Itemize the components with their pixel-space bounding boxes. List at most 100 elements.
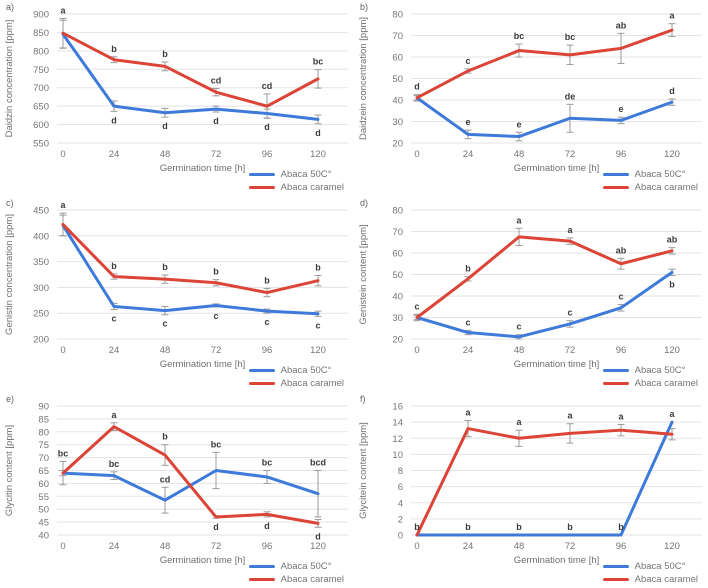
y-tick-label: 550 [33, 139, 49, 150]
significance-letter: c [465, 317, 470, 327]
y-tick-label: 55 [38, 492, 49, 503]
x-tick-label: 48 [514, 345, 525, 356]
significance-letter: bc [565, 32, 576, 42]
y-tick-label: 30 [392, 117, 403, 128]
significance-letter: b [213, 267, 219, 277]
legend-label-abaca-50c: Abaca 50C° [280, 169, 332, 180]
legend-line-red-icon [602, 578, 629, 581]
x-tick-label: 72 [211, 345, 222, 356]
y-tick-label: 80 [392, 206, 403, 217]
y-tick-label: 300 [33, 283, 49, 294]
y-axis-title: Glycitein content [ppm] [358, 422, 369, 519]
significance-letter: d [264, 521, 270, 531]
y-tick-label: 50 [392, 74, 403, 85]
legend-label-abaca-caramel: Abaca caramel [634, 378, 698, 389]
y-tick-label: 750 [33, 65, 49, 76]
y-tick-label: 90 [38, 402, 49, 413]
panel-label-d: d) [360, 198, 369, 208]
y-tick-label: 50 [392, 270, 403, 281]
x-tick-label: 120 [664, 541, 680, 552]
series-line [415, 270, 674, 339]
panel-a: a) 550 600 650 700 750 800 850 900 0 24 48 72 96 120 G… [0, 0, 354, 196]
legend-item-abaca-50c: Abaca 50C° [602, 169, 698, 180]
y-tick-label: 0 [398, 531, 403, 542]
legend-label-abaca-50c: Abaca 50C° [280, 561, 332, 572]
legend-item-abaca-caramel: Abaca caramel [602, 378, 698, 389]
x-tick-label: 48 [514, 149, 525, 160]
legend-item-abaca-caramel: Abaca caramel [602, 182, 698, 193]
significance-letter: c [111, 314, 116, 324]
y-tick-label: 4 [398, 498, 403, 509]
y-tick-label: 70 [392, 31, 403, 42]
significance-letter: c [567, 308, 572, 318]
x-tick-label: 120 [310, 345, 326, 356]
y-tick-label: 70 [38, 453, 49, 464]
y-tick-label: 60 [392, 249, 403, 260]
x-tick-label: 120 [310, 541, 326, 552]
legend: Abaca 50C° Abaca caramel [602, 169, 698, 193]
significance-letter: d [213, 116, 219, 126]
legend-item-abaca-50c: Abaca 50C° [248, 561, 344, 572]
significance-letter: b [465, 264, 471, 274]
legend-label-abaca-50c: Abaca 50C° [634, 561, 686, 572]
series-line [415, 427, 674, 537]
legend-line-red-icon [248, 186, 275, 189]
y-tick-label: 75 [38, 440, 49, 451]
y-tick-label: 850 [33, 28, 49, 39]
legend-item-abaca-caramel: Abaca caramel [248, 182, 344, 193]
legend-label-abaca-caramel: Abaca caramel [634, 574, 698, 585]
x-tick-label: 96 [616, 345, 627, 356]
y-tick-label: 40 [38, 531, 49, 542]
significance-letter: b [162, 262, 168, 272]
series-line [61, 222, 320, 295]
legend-item-abaca-50c: Abaca 50C° [248, 365, 344, 376]
significance-letter: b [465, 522, 471, 532]
x-tick-label: 120 [310, 149, 326, 160]
series-line [61, 223, 320, 316]
y-tick-label: 50 [38, 505, 49, 516]
panel-label-a: a) [6, 2, 15, 12]
significance-letter: a [465, 408, 471, 418]
x-tick-label: 24 [463, 345, 474, 356]
significance-letter: c [465, 56, 470, 66]
x-tick-label: 0 [60, 149, 65, 160]
y-tick-label: 80 [392, 10, 403, 21]
y-tick-label: 14 [392, 418, 403, 429]
significance-letter: cd [160, 474, 171, 484]
x-tick-label: 72 [565, 541, 576, 552]
significance-letter: b [111, 44, 117, 54]
significance-letter: b [567, 522, 573, 532]
legend-line-blue-icon [602, 173, 629, 176]
significance-letter: d [315, 531, 321, 541]
y-axis-title: Daidzin concentration [ppm] [4, 20, 15, 138]
chart-canvas-c: 200 250 300 350 400 450 0 24 48 72 96 120 Germinatio… [4, 200, 348, 370]
y-tick-label: 900 [33, 10, 49, 21]
y-tick-label: 20 [392, 335, 403, 346]
y-tick-label: 12 [392, 434, 403, 445]
legend-label-abaca-caramel: Abaca caramel [280, 182, 344, 193]
y-axis-title: Genistin concentration [ppm] [4, 214, 15, 335]
legend-line-blue-icon [602, 565, 629, 568]
significance-letter: a [618, 412, 624, 422]
x-tick-label: 96 [262, 149, 273, 160]
significance-letter: bc [514, 31, 525, 41]
significance-letter: d [213, 522, 219, 532]
legend: Abaca 50C° Abaca caramel [248, 365, 344, 389]
x-axis-title: Germination time [h] [514, 555, 600, 566]
x-axis-title: Germination time [h] [160, 359, 246, 370]
panel-label-f: f) [360, 394, 366, 404]
x-axis-title: Germination time [h] [514, 163, 600, 174]
x-tick-label: 72 [565, 345, 576, 356]
significance-letter: d [315, 128, 321, 138]
legend-line-red-icon [248, 382, 275, 385]
y-tick-label: 800 [33, 46, 49, 57]
significance-letter: a [567, 411, 573, 421]
legend-item-abaca-50c: Abaca 50C° [248, 169, 344, 180]
significance-letter: b [162, 49, 168, 59]
x-tick-label: 0 [60, 541, 65, 552]
x-tick-label: 48 [160, 149, 171, 160]
x-tick-label: 48 [514, 541, 525, 552]
legend-label-abaca-50c: Abaca 50C° [280, 365, 332, 376]
